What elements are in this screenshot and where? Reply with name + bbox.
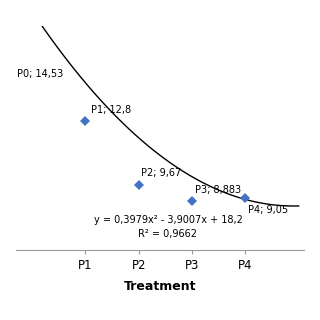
Text: P4; 9,05: P4; 9,05 [248, 205, 288, 215]
Text: P1; 12,8: P1; 12,8 [91, 105, 131, 115]
Text: P0; 14,53: P0; 14,53 [17, 68, 63, 78]
X-axis label: Treatment: Treatment [124, 280, 196, 293]
Text: P3; 8,883: P3; 8,883 [195, 185, 241, 195]
Text: y = 0,3979x² - 3,9007x + 18,2: y = 0,3979x² - 3,9007x + 18,2 [93, 215, 243, 225]
Text: R² = 0,9662: R² = 0,9662 [139, 229, 197, 239]
Text: P2; 9,67: P2; 9,67 [141, 168, 181, 178]
